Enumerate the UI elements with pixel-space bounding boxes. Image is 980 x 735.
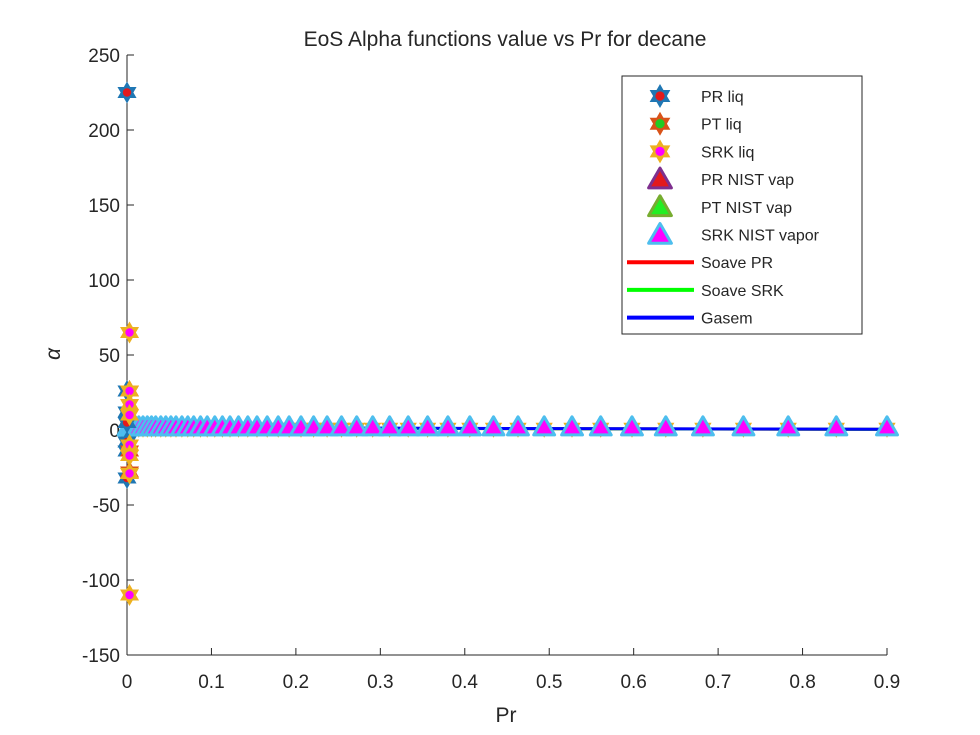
marker-srk-nist-vapor xyxy=(415,415,440,437)
x-tick-label: 0.7 xyxy=(705,672,731,693)
x-tick-label: 0 xyxy=(122,672,133,693)
x-tick-label: 0.8 xyxy=(789,672,815,693)
marker-srk-nist-vapor xyxy=(653,415,678,437)
legend-label: PR NIST vap xyxy=(701,172,794,189)
marker-srk-nist-vapor xyxy=(824,415,849,437)
y-tick-label: 250 xyxy=(88,46,120,67)
legend-label: PT liq xyxy=(701,117,742,134)
legend-label: SRK NIST vapor xyxy=(701,228,820,245)
marker-srk-liq xyxy=(120,403,140,427)
marker-srk-nist-vapor xyxy=(532,415,557,437)
marker-srk-nist-vapor xyxy=(377,415,402,437)
x-axis-ticks: 0 0.1 0.2 0.3 0.4 0.5 0.6 0.7 0.8 0.9 xyxy=(122,648,900,693)
marker-srk-nist-vapor xyxy=(731,415,756,437)
y-axis-ticks: 250 200 150 100 50 0 -50 -100 -150 xyxy=(82,46,134,667)
legend-marker-swatch xyxy=(647,222,673,245)
marker-srk-nist-vapor xyxy=(620,415,644,437)
legend-marker-swatch xyxy=(647,166,673,190)
legend-label: Soave SRK xyxy=(701,283,784,300)
x-tick-label: 0.5 xyxy=(536,672,562,693)
chart-title: EoS Alpha functions value vs Pr for deca… xyxy=(304,28,707,51)
marker-srk-nist-vapor xyxy=(457,415,482,437)
marker-srk-liq xyxy=(120,583,140,607)
marker-pr-liq xyxy=(117,81,137,104)
legend-label: PR liq xyxy=(701,89,744,106)
y-tick-label: 200 xyxy=(88,121,120,142)
marker-srk-nist-vapor xyxy=(776,415,801,437)
x-tick-label: 0.3 xyxy=(367,672,393,693)
marker-srk-nist-vapor xyxy=(435,415,460,437)
legend-marker-swatch xyxy=(647,194,673,218)
legend-marker-swatch xyxy=(649,111,671,136)
x-tick-label: 0.4 xyxy=(452,672,479,693)
marker-srk-nist-vapor xyxy=(396,415,421,437)
legend-marker-swatch xyxy=(649,83,671,109)
marker-srk-liq xyxy=(120,379,140,403)
y-tick-label: 0 xyxy=(109,421,120,442)
marker-srk-nist-vapor xyxy=(506,415,530,437)
y-tick-label: -50 xyxy=(93,496,120,517)
legend-label: Gasem xyxy=(701,311,753,328)
marker-srk-liq xyxy=(120,462,140,485)
x-tick-label: 0.6 xyxy=(620,672,646,693)
marker-srk-nist-vapor xyxy=(344,415,369,437)
x-axis-label: Pr xyxy=(496,704,517,727)
legend-label: PT NIST vap xyxy=(701,200,792,217)
marker-srk-nist-vapor xyxy=(329,415,354,437)
y-tick-label: 100 xyxy=(88,271,120,292)
y-axis-label: α xyxy=(42,347,65,360)
legend-marker-swatch xyxy=(649,139,671,164)
marker-srk-liq xyxy=(120,444,140,467)
marker-srk-nist-vapor xyxy=(360,415,385,437)
y-tick-label: 50 xyxy=(99,346,120,367)
marker-srk-liq xyxy=(120,321,140,344)
marker-srk-nist-vapor xyxy=(875,415,899,437)
y-tick-label: -100 xyxy=(82,571,120,592)
y-tick-label: 150 xyxy=(88,196,120,217)
legend-label: Soave PR xyxy=(701,255,773,272)
marker-srk-nist-vapor xyxy=(560,415,584,437)
y-tick-label: -150 xyxy=(82,646,120,667)
marker-srk-nist-vapor xyxy=(481,415,506,437)
series-markers xyxy=(116,81,899,607)
marker-srk-nist-vapor xyxy=(588,415,613,437)
x-tick-label: 0.1 xyxy=(198,672,224,693)
legend-label: SRK liq xyxy=(701,144,754,161)
legend: PR liq PT liq SRK liq PR NIST vap PT NIST va… xyxy=(621,75,863,335)
x-tick-label: 0.2 xyxy=(283,672,309,693)
x-tick-label: 0.9 xyxy=(874,672,900,693)
marker-srk-nist-vapor xyxy=(691,415,715,437)
